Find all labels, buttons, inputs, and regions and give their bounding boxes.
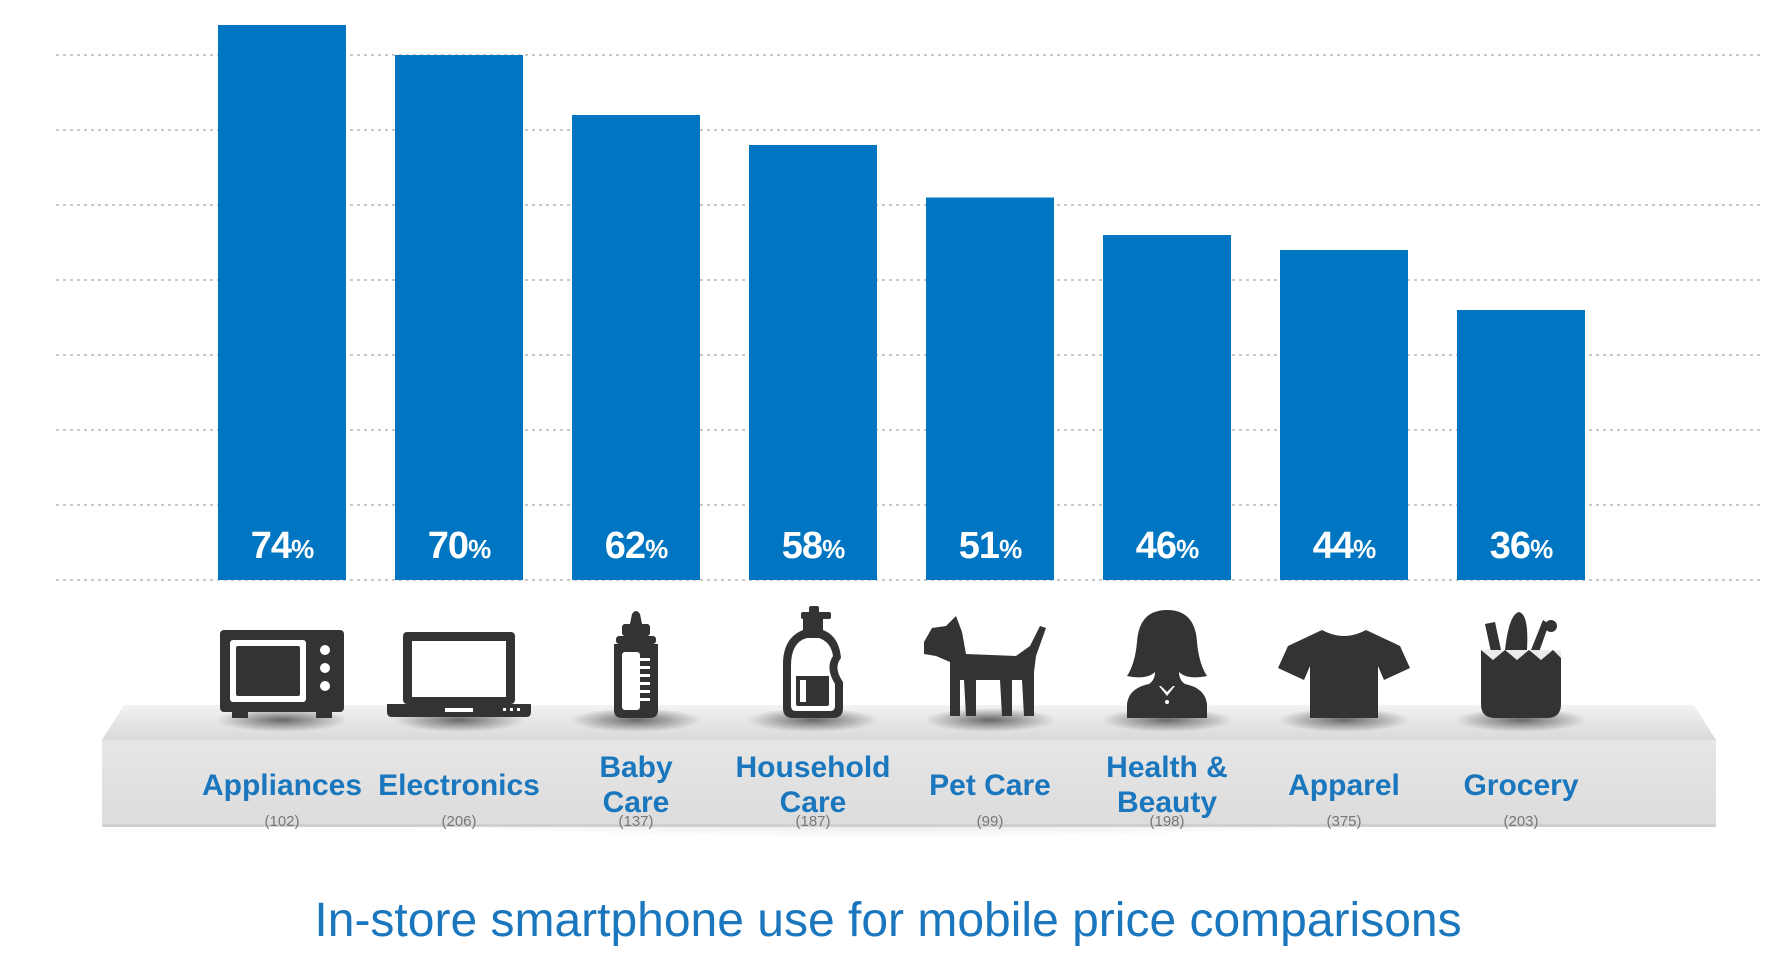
icon-shadow [747, 708, 879, 732]
dog-icon [924, 616, 1046, 716]
microwave-icon [220, 630, 344, 718]
category-icons [216, 606, 1587, 732]
bar [1280, 250, 1408, 580]
bar-value-label: 62% [605, 525, 668, 567]
icon-shadow [570, 708, 702, 732]
sample-size-label: (198) [1149, 813, 1184, 830]
category-label: Care [780, 786, 847, 819]
chart-title: In-store smartphone use for mobile price… [314, 894, 1462, 947]
baby-bottle-icon [614, 611, 658, 718]
bar [572, 115, 700, 580]
sample-size-label: (206) [441, 813, 476, 830]
sample-size-label: (137) [618, 813, 653, 830]
category-label: Pet Care [929, 769, 1051, 802]
category-label: Electronics [378, 769, 540, 802]
bar [926, 197, 1054, 580]
category-label: Apparel [1288, 769, 1400, 802]
category-label: Beauty [1117, 786, 1217, 819]
sample-size-label: (187) [795, 813, 830, 830]
bar [395, 55, 523, 580]
category-label: Appliances [202, 769, 362, 802]
grocery-bag-icon [1481, 612, 1561, 718]
bar-value-label: 46% [1136, 525, 1199, 567]
bar [1103, 235, 1231, 580]
category-label: Health & [1106, 751, 1228, 784]
bar-value-label: 70% [428, 525, 491, 567]
bar [218, 25, 346, 580]
bar-value-label: 36% [1490, 525, 1553, 567]
sample-size-label: (203) [1503, 813, 1538, 830]
category-label: Grocery [1463, 769, 1578, 802]
bars: 74% 70% 62% 58% 51% 46% 44% 36% [218, 25, 1585, 580]
category-label: Care [603, 786, 670, 819]
tshirt-icon [1278, 630, 1410, 718]
icon-shadow [924, 708, 1056, 732]
sample-size-label: (375) [1326, 813, 1361, 830]
category-labels: Appliances(102)Electronics(206)BabyCare(… [202, 751, 1579, 830]
category-label: Household [736, 751, 891, 784]
icon-shadow [216, 708, 348, 732]
laptop-icon [387, 632, 531, 717]
detergent-bottle-icon [783, 606, 843, 718]
bar [749, 145, 877, 580]
woman-icon [1127, 610, 1207, 718]
category-label: Baby [599, 751, 673, 784]
sample-size-label: (102) [264, 813, 299, 830]
bar-value-label: 44% [1313, 525, 1376, 567]
bar [1457, 310, 1585, 580]
sample-size-label: (99) [977, 813, 1004, 830]
